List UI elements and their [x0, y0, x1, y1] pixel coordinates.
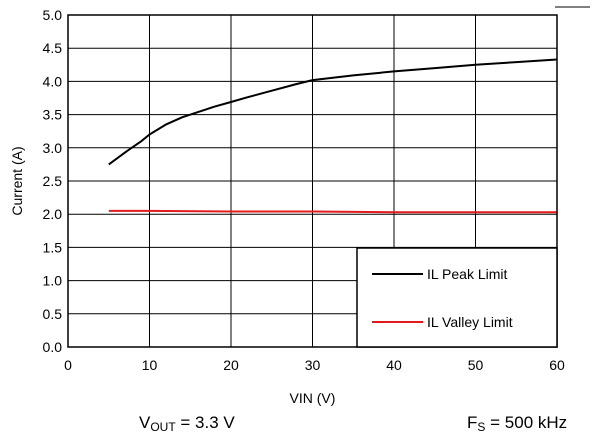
y-tick-label: 3.5: [43, 107, 63, 123]
y-tick-label: 4.5: [43, 40, 63, 56]
y-tick-label: 0.5: [43, 306, 63, 322]
tick-labels: 0 10 20 30 40 50 60 0.0 0.5 1.0 1.5 2.0 2.5 3.0 3.5 4.0…: [43, 7, 565, 373]
x-tick-label: 30: [305, 357, 321, 373]
legend-box: [356, 247, 558, 348]
y-axis-label: Current (A): [9, 146, 25, 215]
grid: [68, 15, 557, 347]
fs-note: FS = 500 kHz: [467, 413, 568, 434]
y-tick-label: 4.0: [43, 73, 63, 89]
x-tick-label: 60: [549, 357, 565, 373]
x-tick-label: 40: [386, 357, 402, 373]
x-tick-label: 0: [64, 357, 72, 373]
y-tick-label: 0.0: [43, 339, 63, 355]
series-line-il-peak-limit: [108, 58, 558, 166]
legend-label: IL Valley Limit: [427, 314, 513, 330]
x-tick-label: 20: [223, 357, 239, 373]
vout-note: VOUT = 3.3 V: [139, 413, 235, 434]
y-tick-label: 5.0: [43, 7, 63, 23]
legend: IL Peak Limit IL Valley Limit: [356, 247, 558, 348]
plot-frame: [67, 14, 558, 348]
x-tick-label: 10: [142, 357, 158, 373]
y-tick-label: 2.5: [43, 173, 63, 189]
x-axis-label: VIN (V): [290, 390, 336, 406]
x-tick-label: 50: [468, 357, 484, 373]
legend-label: IL Peak Limit: [427, 266, 508, 282]
series-line-il-valley-limit: [108, 209, 557, 214]
y-tick-label: 1.5: [43, 239, 63, 255]
y-tick-label: 3.0: [43, 140, 63, 156]
y-tick-label: 2.0: [43, 206, 63, 222]
y-tick-label: 1.0: [43, 273, 63, 289]
plot-series: [108, 58, 558, 214]
